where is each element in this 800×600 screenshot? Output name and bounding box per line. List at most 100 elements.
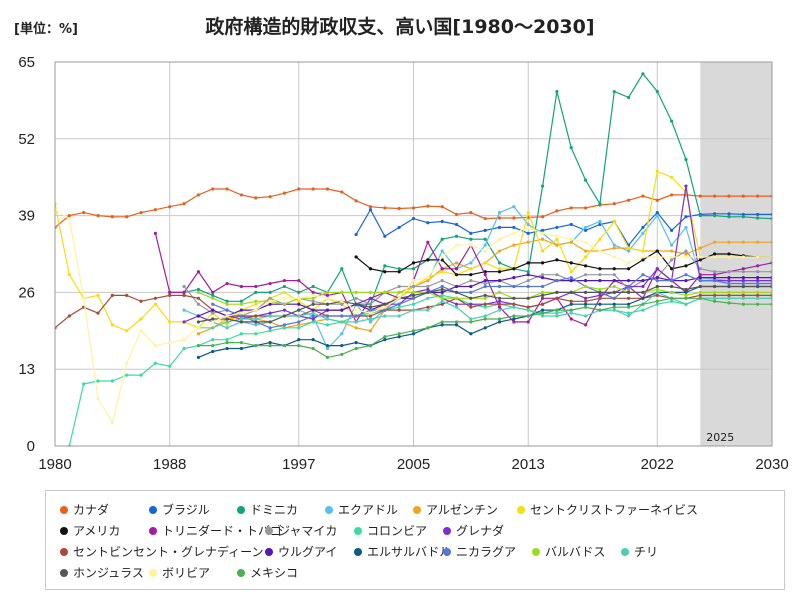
data-point [168,320,172,324]
data-point [497,302,502,306]
data-point [440,293,444,297]
data-point [684,290,688,294]
legend-marker [354,526,362,535]
data-point [526,231,530,235]
data-point [497,299,502,303]
data-point [383,206,387,210]
data-point [583,302,588,306]
data-point [555,290,559,294]
data-point [741,212,745,217]
data-point [426,278,430,283]
legend-item: ブラジル [149,501,210,518]
legend-label: アルゼンチン [426,503,498,517]
data-point [440,323,444,327]
legend-label: ニカラグア [456,545,517,559]
data-point [655,284,659,289]
x-tick-label: 2005 [397,456,430,473]
data-point [397,302,401,306]
legend-marker [149,568,157,577]
data-point [67,314,71,318]
data-point [311,296,315,300]
data-point [397,206,401,211]
legend-item: セントクリストファーネイビス [517,501,698,518]
data-point [756,264,760,268]
data-point [483,243,487,247]
data-point [483,249,487,253]
x-tick-label: 1988 [153,456,186,473]
chart-area: 2025 0 13 26 39 52 65 1980 1988 1997 2005 2013 2022… [18,54,788,473]
data-point [670,290,674,294]
data-point [311,302,315,306]
x-tick-label: 2022 [641,456,674,473]
legend-label: エルサルバドル [367,545,452,559]
data-point [397,314,401,318]
data-point [426,276,430,280]
data-point [713,270,717,274]
data-point [354,255,358,259]
data-point [483,302,487,306]
data-point [741,296,745,300]
data-point [526,240,530,244]
data-point [254,323,258,327]
legend-item: ホンジュラス [60,564,144,581]
data-point [756,255,760,259]
data-point [698,293,702,297]
data-point [756,216,760,220]
data-point [627,296,631,300]
x-tick-label: 2013 [512,456,545,473]
data-point [311,299,315,303]
data-point [397,308,401,312]
data-point [153,343,157,348]
legend-item: エクアドル [325,501,398,518]
data-point [670,299,674,303]
data-point [483,314,487,318]
data-point [670,228,674,232]
data-point [526,225,530,230]
data-point [340,320,344,324]
data-point [383,308,387,312]
data-point [225,346,229,351]
data-point [211,326,215,330]
data-point [655,214,659,218]
data-point [368,305,373,309]
legend-marker [237,505,245,514]
data-point [540,273,545,277]
data-point [125,361,129,365]
data-point [512,231,516,235]
legend-item: バルバドス [532,543,605,560]
data-point [627,246,631,250]
data-point [756,296,760,300]
data-point [168,293,172,297]
data-point [741,278,745,283]
data-point [96,311,100,315]
data-point [340,299,344,303]
data-point [655,89,659,94]
data-point [598,278,602,283]
data-point [512,320,516,324]
data-point [340,352,344,357]
legend-label: カナダ [73,503,110,517]
data-point [512,225,516,230]
data-point [311,317,315,321]
data-point [727,284,731,289]
data-point [598,302,602,306]
data-point [741,293,745,297]
data-point [727,276,731,280]
data-point [325,308,330,312]
data-point [684,249,688,253]
data-point [239,193,244,197]
data-point [641,231,645,235]
legend-item: アメリカ [60,522,120,539]
data-point [627,249,631,253]
data-point [497,216,502,220]
data-point [254,320,258,324]
data-point [569,222,573,227]
data-point [182,284,186,289]
series-line [355,250,772,276]
legend-item: トリニダード・トバゴ [149,522,282,539]
data-point [512,267,516,271]
data-point [598,237,602,241]
data-point [540,302,545,306]
data-point [540,228,545,232]
data-point [526,270,530,274]
